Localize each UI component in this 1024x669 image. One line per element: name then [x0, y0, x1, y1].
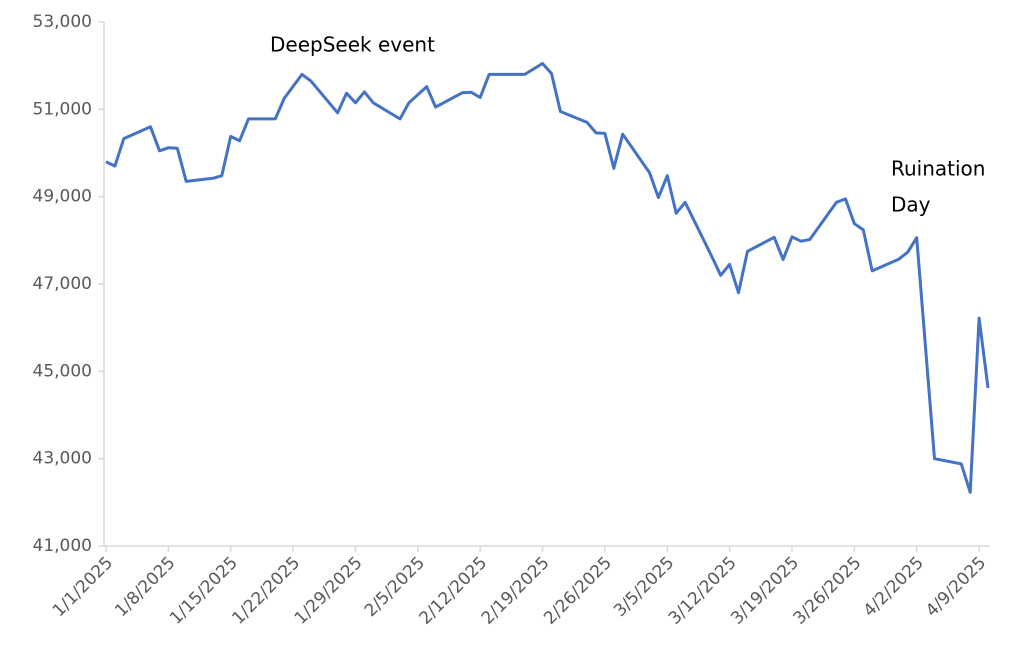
y-tick-label: 43,000 — [33, 449, 92, 469]
y-tick-label: 53,000 — [33, 12, 92, 32]
x-tick-label: 4/2/2025 — [860, 553, 928, 621]
y-tick-label: 47,000 — [33, 274, 92, 294]
y-tick-label: 49,000 — [33, 187, 92, 207]
x-tick-label: 4/9/2025 — [922, 553, 990, 621]
y-tick-label: 45,000 — [33, 361, 92, 381]
line-series — [105, 62, 990, 494]
y-tick-label: 51,000 — [33, 99, 92, 119]
annotation: Day — [891, 193, 931, 217]
x-tick-label: 3/26/2025 — [790, 553, 866, 629]
x-tick-label: 1/29/2025 — [291, 553, 367, 629]
annotation: Ruination — [891, 157, 985, 181]
annotation: DeepSeek event — [270, 33, 435, 57]
x-tick-label: 2/26/2025 — [540, 553, 616, 629]
y-tick-label: 41,000 — [33, 536, 92, 556]
x-tick-label: 1/1/2025 — [49, 553, 117, 621]
